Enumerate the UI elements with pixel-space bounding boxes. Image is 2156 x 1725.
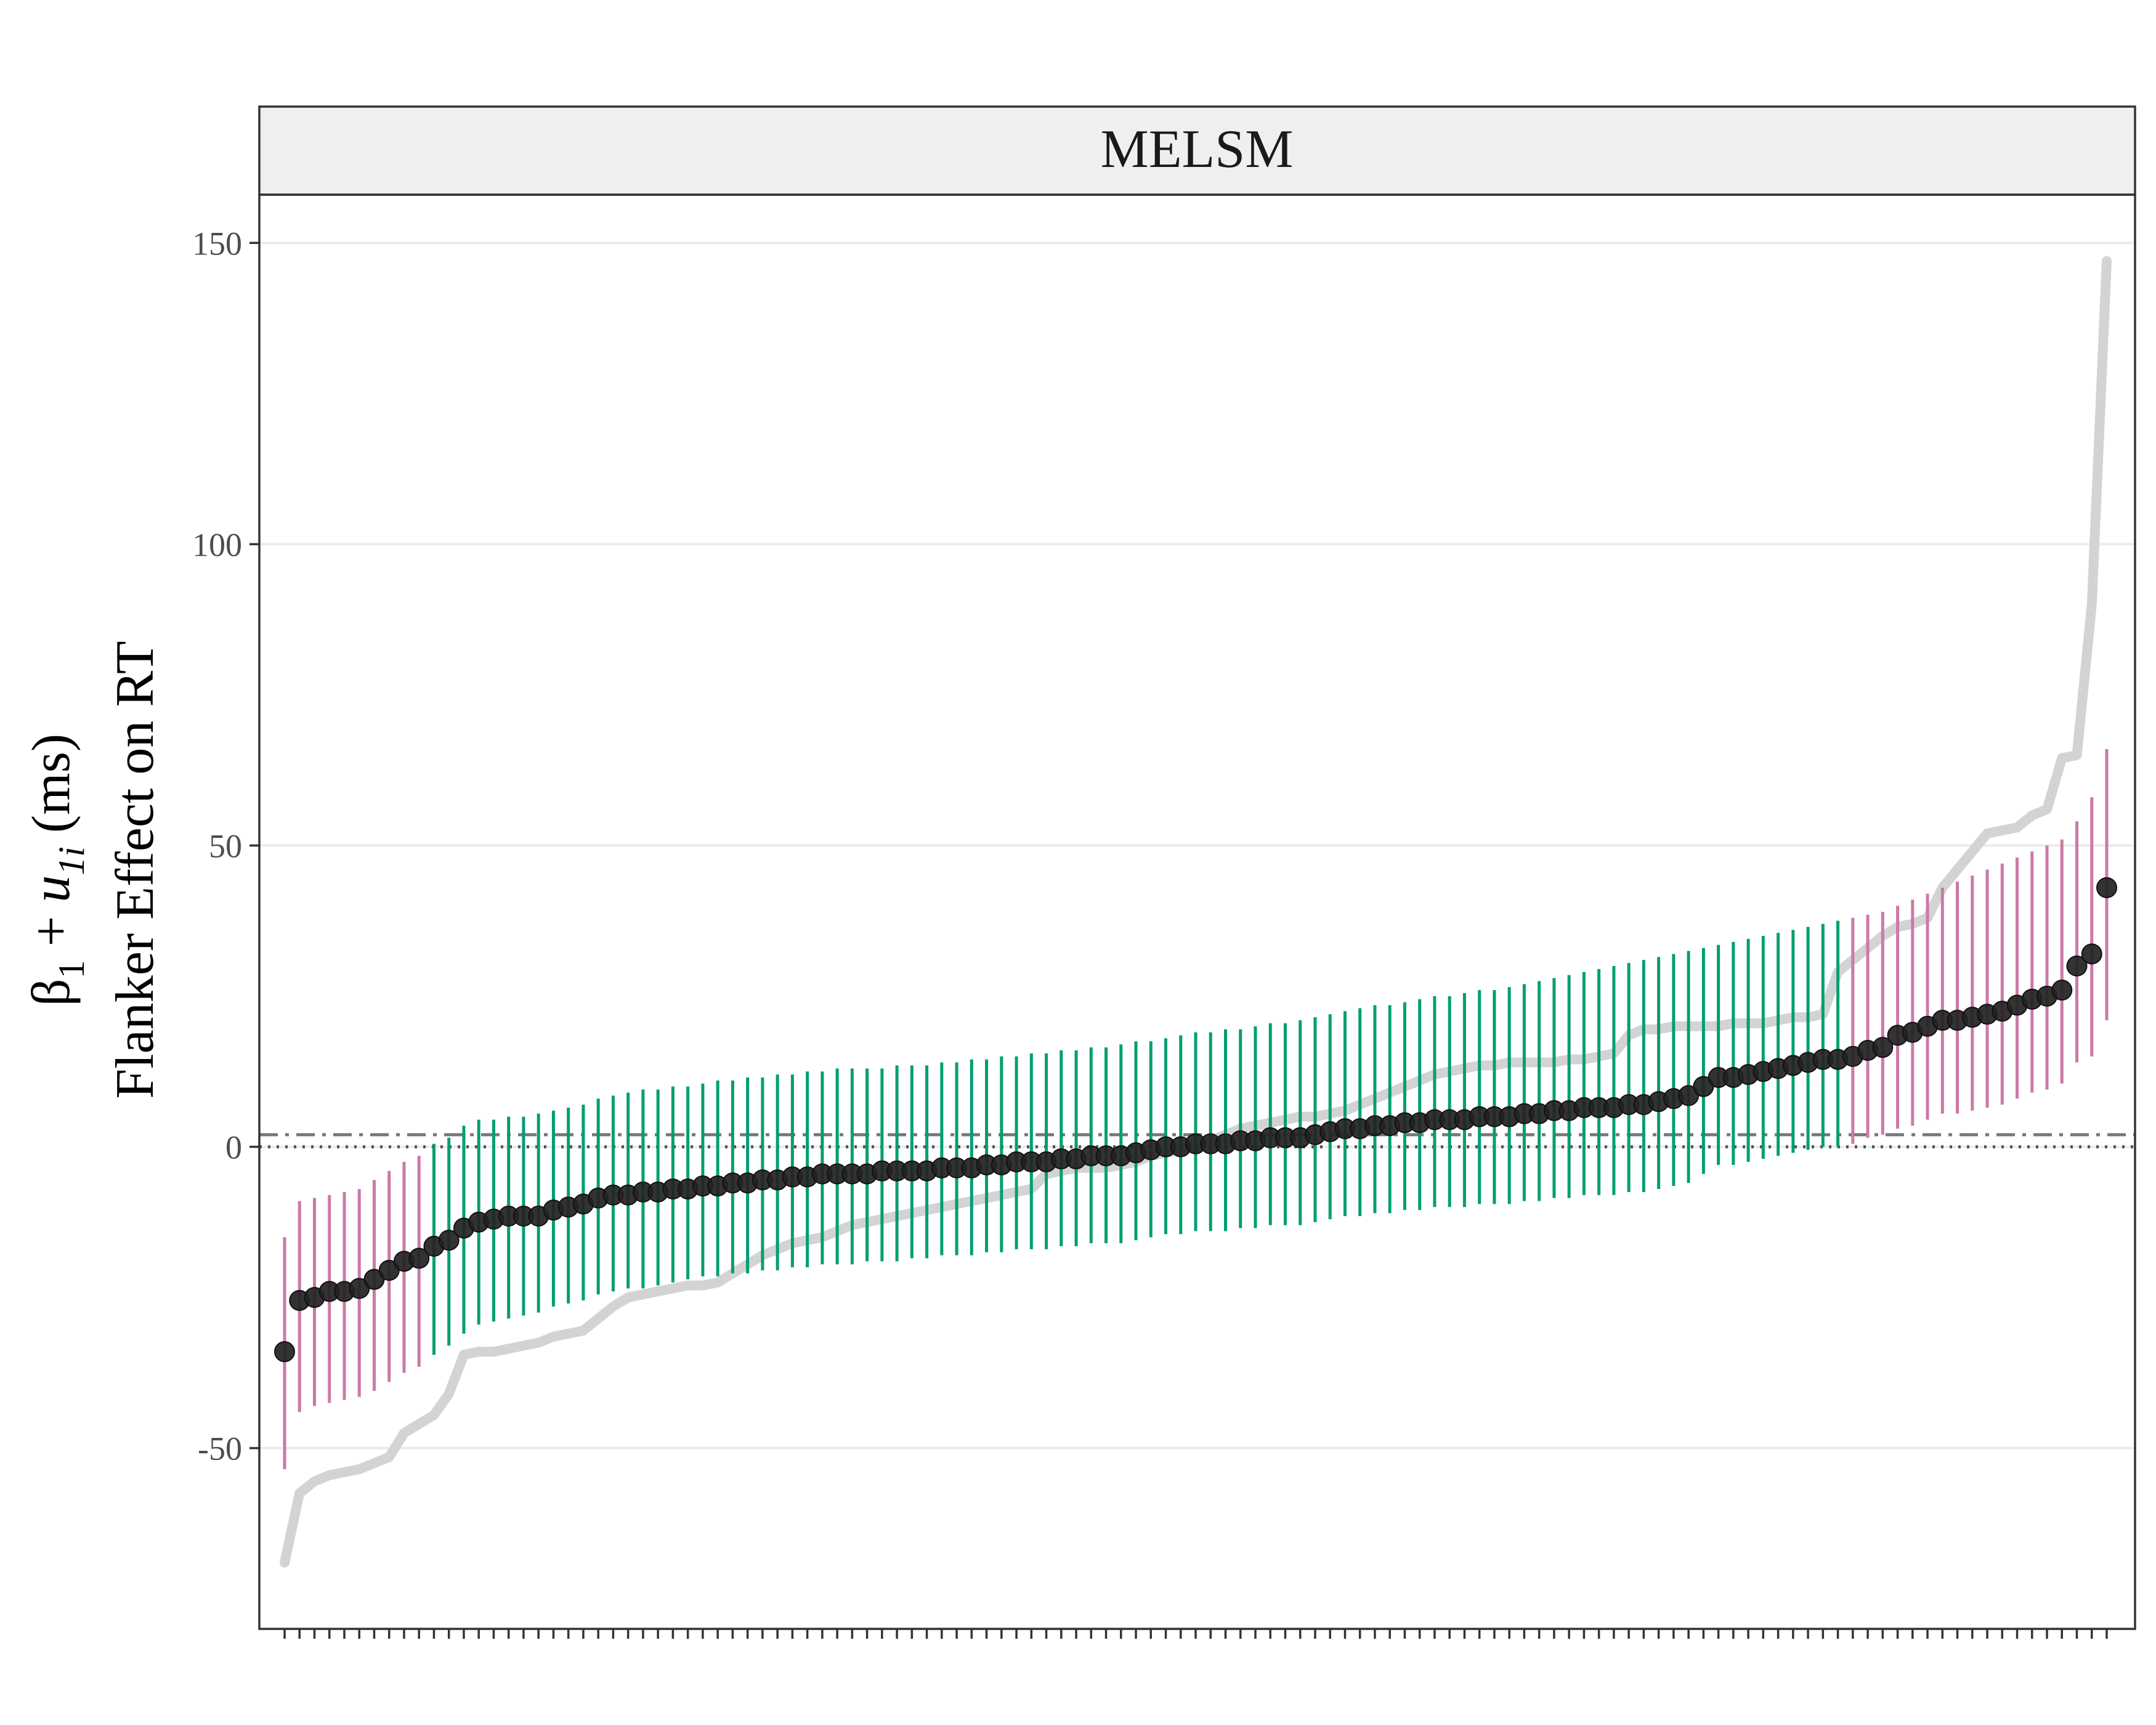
panel-strip — [258, 105, 2136, 196]
y-axis-label-text: Flanker Effect on RT — [105, 641, 165, 1098]
y-axis-label-math-part: + — [22, 903, 81, 960]
y-axis-label-math: β1 + u1i (ms) — [22, 734, 92, 1006]
y-axis-label-math-part: β — [22, 978, 81, 1006]
point-estimates — [274, 877, 2117, 1363]
y-axis-label-math-part: (ms) — [22, 734, 81, 846]
x-axis-ticks — [283, 1629, 2108, 1639]
point-estimate — [438, 1230, 460, 1251]
panel-title: MELSM — [1101, 120, 1294, 179]
point-estimate — [1872, 1037, 1894, 1058]
y-axis-label: β1 + u1i (ms) Flanker Effect on RT — [22, 641, 165, 1098]
y-tick-label: 0 — [225, 1129, 242, 1166]
point-estimate — [2051, 980, 2073, 1001]
y-tick-label: -50 — [198, 1431, 242, 1467]
y-tick-label: 100 — [192, 526, 242, 563]
y-axis-label-math-part: u — [22, 875, 81, 903]
point-estimate — [2066, 956, 2088, 977]
point-estimate — [408, 1248, 430, 1269]
point-estimate — [2081, 943, 2102, 965]
y-tick-label: 50 — [209, 827, 242, 864]
y-axis-label-math-part: 1 — [51, 960, 92, 978]
panel-border — [258, 193, 2136, 1630]
y-axis-label-math-part: 1i — [51, 846, 92, 875]
y-tick-label: 150 — [192, 225, 242, 262]
y-axis: -50 0 50 100 150 — [192, 225, 259, 1467]
point-estimate — [2096, 877, 2117, 898]
point-estimate — [274, 1341, 295, 1363]
